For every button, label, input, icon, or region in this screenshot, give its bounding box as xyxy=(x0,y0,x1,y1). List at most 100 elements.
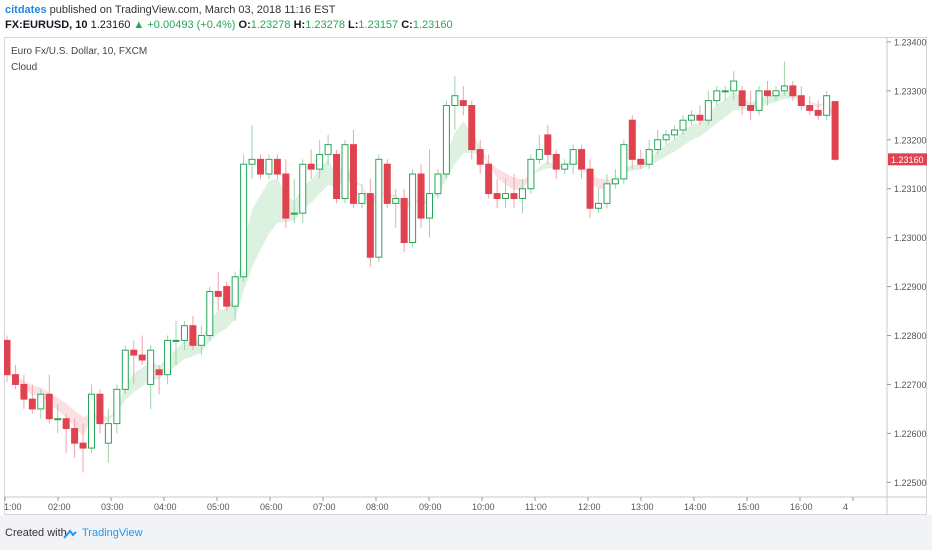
last-price-label: 1.23160 xyxy=(891,155,924,165)
last-price-label-bg xyxy=(888,153,927,166)
candle-body xyxy=(375,158,383,258)
candle-body xyxy=(45,393,53,420)
candle-body xyxy=(654,139,662,151)
candle-body xyxy=(4,339,11,376)
quote-line: FX:EURUSD, 10 1.23160 ▲ +0.00493 (+0.4%)… xyxy=(0,17,932,33)
candle-body xyxy=(307,163,315,170)
candle-body xyxy=(434,173,442,195)
candle-body xyxy=(603,183,611,204)
candle-body xyxy=(637,158,645,165)
cloud-segment xyxy=(66,403,75,428)
price-tick-label: 1.23100 xyxy=(894,184,927,194)
candle-body xyxy=(400,197,408,244)
candle-body xyxy=(240,163,248,278)
candle-body xyxy=(37,393,45,410)
time-tick-label: 09:00 xyxy=(419,502,442,512)
candle-body xyxy=(527,158,535,190)
candle-body xyxy=(121,349,129,390)
cloud-segment xyxy=(691,123,700,141)
cloud-segment xyxy=(260,181,269,251)
time-tick-label: 07:00 xyxy=(313,502,336,512)
candle-body xyxy=(789,85,797,97)
candle-body xyxy=(366,193,374,258)
time-tick-label: 08:00 xyxy=(366,502,389,512)
candle-body xyxy=(248,158,256,165)
candle-body xyxy=(823,95,831,116)
candle-body xyxy=(197,335,205,346)
candle-body xyxy=(349,144,357,204)
candle-body xyxy=(687,114,695,121)
change-value: +0.00493 (+0.4%) xyxy=(147,19,236,31)
author-link[interactable]: citdates xyxy=(5,4,47,16)
candle-body xyxy=(476,149,484,165)
candle-body xyxy=(257,158,264,175)
candle-body xyxy=(299,163,307,214)
cloud-segment xyxy=(176,340,185,367)
candle-body xyxy=(772,90,780,97)
footer-bar: Created with TradingView xyxy=(0,515,932,550)
publication-header: citdates published on TradingView.com, M… xyxy=(0,0,932,20)
time-tick-label: 1:00 xyxy=(4,502,22,512)
candle-body xyxy=(20,383,28,400)
cloud-segment xyxy=(539,161,548,172)
candle-body xyxy=(806,105,814,111)
candle-body xyxy=(544,134,552,155)
time-tick-label: 15:00 xyxy=(737,502,760,512)
close-label: C: xyxy=(401,19,413,31)
candle-body xyxy=(341,144,349,199)
candle-body xyxy=(704,100,712,121)
cloud-segment xyxy=(454,121,464,164)
candle-body xyxy=(265,158,273,175)
high-value: 1.23278 xyxy=(305,19,345,31)
candle-body xyxy=(611,178,619,185)
candle-body xyxy=(485,163,493,195)
candle-body xyxy=(282,173,290,219)
candle-body xyxy=(130,349,138,356)
price-tick-label: 1.23000 xyxy=(894,233,927,243)
candle-body xyxy=(442,105,450,175)
created-with-text: Created with xyxy=(5,527,67,539)
candle-body xyxy=(468,105,476,151)
candle-body xyxy=(189,325,197,346)
candle-body xyxy=(569,149,577,165)
candle-body xyxy=(273,158,281,175)
candle-body xyxy=(11,374,19,385)
candle-body xyxy=(578,149,586,170)
time-tick-label: 10:00 xyxy=(472,502,495,512)
candle-body xyxy=(451,95,459,107)
candle-body xyxy=(147,349,155,385)
candle-body xyxy=(679,119,687,131)
cloud-segment xyxy=(218,308,227,334)
cloud-segment xyxy=(708,104,717,131)
symbol-label[interactable]: FX:EURUSD, 10 xyxy=(5,19,88,31)
candle-body xyxy=(510,193,518,199)
time-tick-label: 16:00 xyxy=(790,502,813,512)
candle-body xyxy=(426,193,433,219)
candle-body xyxy=(104,423,112,444)
candle-body xyxy=(747,105,755,111)
candle-body xyxy=(831,101,839,160)
published-text: published on TradingView.com, March 03, … xyxy=(49,4,336,16)
tradingview-brand-link[interactable]: TradingView xyxy=(82,527,143,539)
candle-body xyxy=(662,134,670,141)
candle-body xyxy=(586,168,594,209)
candle-body xyxy=(780,85,788,92)
candle-body xyxy=(409,173,417,244)
time-tick-label: 12:00 xyxy=(578,502,601,512)
candle-body xyxy=(696,114,704,121)
time-tick-label: 05:00 xyxy=(207,502,230,512)
candle-body xyxy=(71,427,79,444)
candle-body xyxy=(96,393,104,425)
tradingview-cloud-icon xyxy=(63,529,77,539)
close-value: 1.23160 xyxy=(412,19,453,31)
candle-body xyxy=(797,95,805,107)
cloud-segment xyxy=(632,164,641,171)
cloud-segment xyxy=(505,173,514,191)
cloud-segment xyxy=(657,144,667,162)
candle-body xyxy=(138,354,146,361)
cloud-segment xyxy=(252,195,261,267)
candle-body xyxy=(721,90,729,93)
price-chart[interactable]: 1.23400 1.23300 1.23200 1.23100 1.23000 1.229… xyxy=(4,37,927,515)
time-tick-label: 11:00 xyxy=(525,502,547,512)
cloud-segment xyxy=(497,168,506,185)
